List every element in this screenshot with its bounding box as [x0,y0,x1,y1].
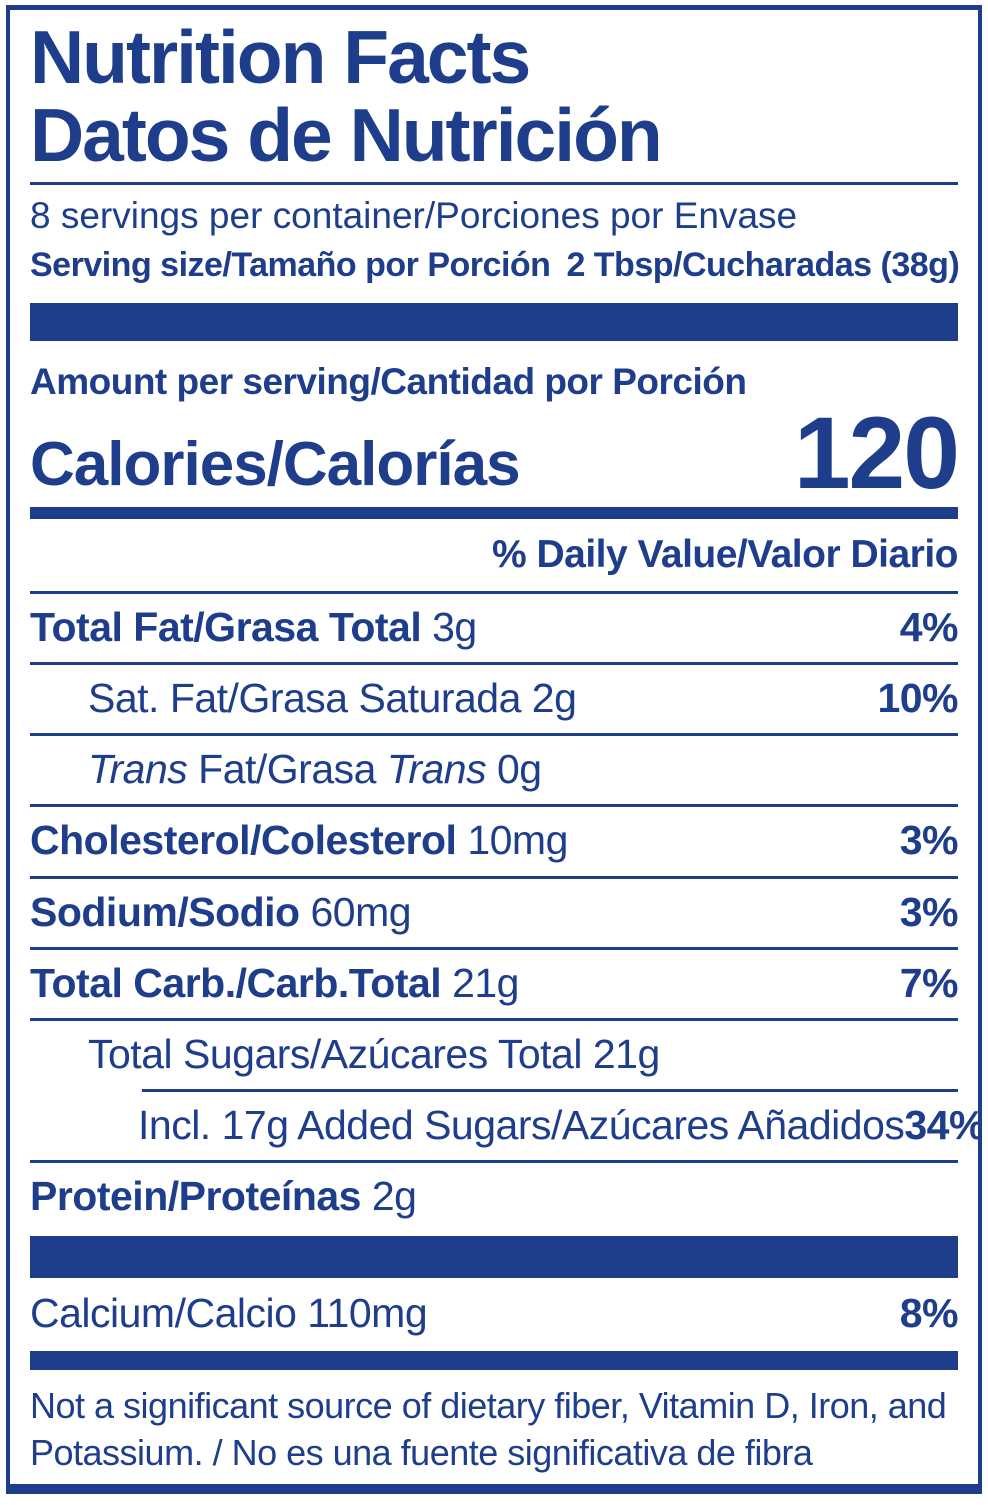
nutrient-label-segment: Sat. Fat/Grasa Saturada 2g [88,675,577,722]
nutrient-row-total-carb: Total Carb./Carb.Total 21g 7% [30,950,959,1018]
nutrient-label-segment: Cholesterol/Colesterol [30,817,457,864]
nutrient-label-segment: 10mg [456,817,568,864]
nutrient-row-trans-fat: Trans Fat/Grasa Trans 0g [30,736,958,804]
calcium-daily-value: 8% [899,1289,959,1336]
nutrient-daily-value: 7% [899,959,959,1006]
nutrient-label: Sat. Fat/Grasa Saturada 2g [30,674,577,723]
amount-per-serving: Amount per serving/Cantidad por Porción [30,361,747,403]
nutrient-label-segment: Total Fat/Grasa Total [30,603,422,650]
nutrient-label-segment: Total Sugars/Azúcares Total 21g [88,1031,660,1078]
row-divider [30,804,958,808]
daily-value-header: % Daily Value/Valor Diario [491,532,959,576]
nutrient-label-segment: 3g [421,603,477,650]
nutrient-label-segment: Incl. 17g Added Sugars/Azúcares Añadidos [138,1102,905,1149]
nutrient-label-segment: 60mg [299,888,412,935]
nutrient-daily-value: 3% [899,817,959,864]
nutrient-daily-value: 4% [899,603,959,650]
nutrient-row-cholesterol: Cholesterol/Colesterol 10mg 3% [30,807,959,875]
title-english: Nutrition Facts [30,15,531,99]
calories-divider-bar [30,506,958,519]
row-divider [30,875,958,879]
nutrient-label-segment: Trans [386,746,487,793]
row-divider [30,590,958,594]
nutrient-row-total-fat: Total Fat/Grasa Total 3g 4% [30,594,959,662]
section-divider-bar-top [30,303,958,342]
servings-per-container: 8 servings per container/Porciones por E… [30,195,798,236]
row-divider [30,662,958,666]
nutrient-label-segment: Fat/Grasa [187,746,387,793]
protein-divider-bar [30,1235,958,1278]
row-divider [142,1089,958,1093]
nutrient-label-segment: Trans [88,746,188,793]
serving-size-value: 2 Tbsp/Cucharadas (38g) [566,246,960,285]
nutrient-label: Trans Fat/Grasa Trans 0g [30,745,542,794]
title-spanish: Datos de Nutrición [30,93,663,177]
footnote: Not a significant source of dietary fibe… [30,1384,947,1484]
nutrient-label: Protein/Proteínas 2g [30,1172,417,1221]
nutrient-label-segment: 0g [486,746,542,793]
nutrient-label-segment: Total Carb./Carb.Total [30,959,442,1006]
nutrient-label: Total Carb./Carb.Total 21g [30,959,519,1008]
nutrient-row-calcium: Calcium/Calcio 110mg 8% [30,1278,959,1351]
title-block: Nutrition Facts Datos de Nutrición [30,10,958,185]
nutrient-rows: Total Fat/Grasa Total 3g 4% Sat. Fat/Grasa… [30,590,978,1232]
nutrient-row-total-sugars: Total Sugars/Azúcares Total 21g [30,1021,958,1089]
row-divider [30,1018,958,1022]
row-divider [30,946,958,950]
nutrient-label-segment: 2g [360,1173,417,1220]
nutrient-row-sat-fat: Sat. Fat/Grasa Saturada 2g 10% [30,665,958,733]
nutrient-label-segment: Protein/Proteínas [30,1173,361,1220]
nutrient-row-sodium: Sodium/Sodio 60mg 3% [30,879,959,947]
nutrient-label-segment: 21g [441,959,519,1006]
nutrient-daily-value: 10% [877,675,958,722]
nutrient-row-protein: Protein/Proteínas 2g [30,1163,958,1231]
nutrient-label: Incl. 17g Added Sugars/Azúcares Añadidos [30,1101,905,1150]
nutrient-label: Total Sugars/Azúcares Total 21g [30,1030,660,1079]
nutrition-label: Nutrition Facts Datos de Nutrición 8 ser… [6,5,982,1494]
calcium-divider-bar [30,1350,958,1370]
calcium-label: Calcium/Calcio 110mg [30,1289,428,1336]
nutrient-row-added-sugars: Incl. 17g Added Sugars/Azúcares Añadidos… [30,1092,978,1160]
nutrient-label-segment: Sodium/Sodio [30,888,300,935]
calories-row: Calories/Calorías 120 [30,396,960,511]
nutrient-daily-value: 34% [904,1102,982,1149]
nutrient-label: Cholesterol/Colesterol 10mg [30,816,568,865]
calories-value: 120 [793,396,960,511]
calories-label: Calories/Calorías [30,429,521,499]
nutrient-label: Sodium/Sodio 60mg [30,888,412,937]
serving-size-row: Serving size/Tamaño por Porción 2 Tbsp/C… [30,243,960,289]
serving-size-label: Serving size/Tamaño por Porción [30,246,551,285]
row-divider [30,733,958,737]
row-divider [30,1160,958,1164]
nutrient-label: Total Fat/Grasa Total 3g [30,603,477,652]
nutrient-daily-value: 3% [899,888,959,935]
